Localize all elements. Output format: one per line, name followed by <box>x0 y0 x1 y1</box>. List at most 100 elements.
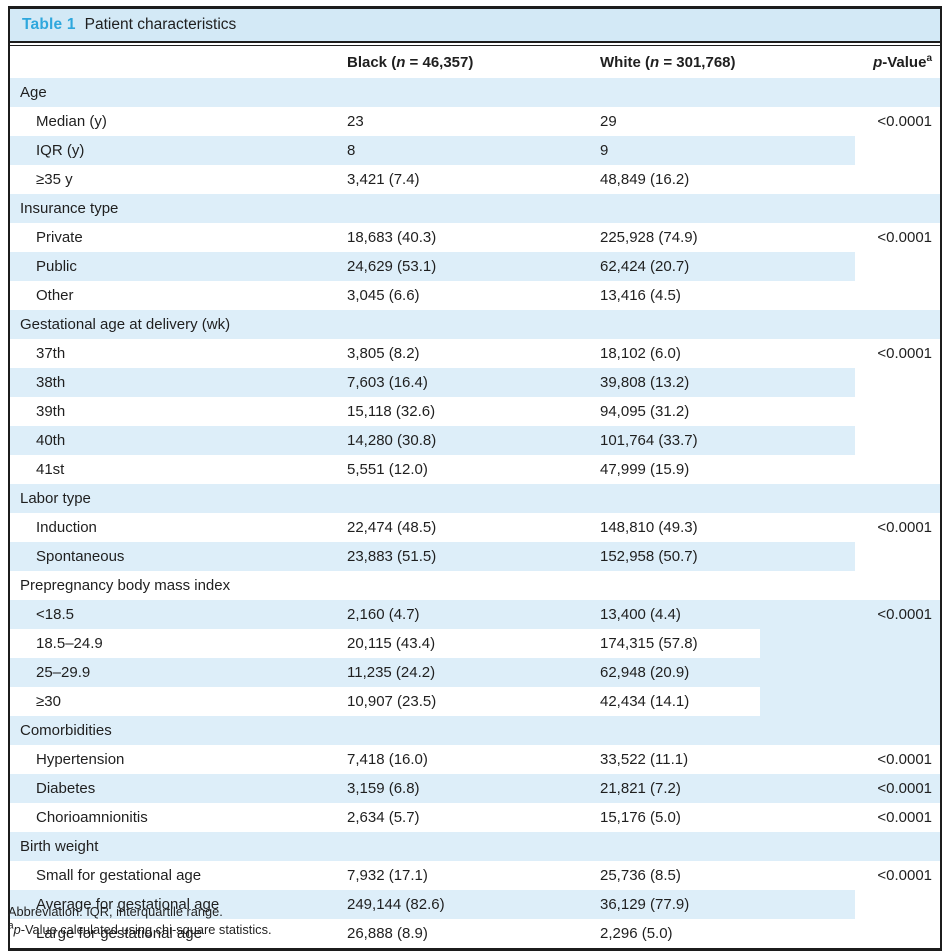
col-header-white: White (n = 301,768) <box>600 54 855 71</box>
footnote-pvalue-text: -Value calculated using chi-square stati… <box>20 922 272 937</box>
black-value: 24,629 (53.1) <box>347 258 437 275</box>
white-value: 47,999 (15.9) <box>600 461 690 478</box>
white-value: 15,176 (5.0) <box>600 809 681 826</box>
footnote-pvalue: ap-Value calculated using chi-square sta… <box>8 921 708 939</box>
white-value: 148,810 (49.3) <box>600 519 698 536</box>
white-value: 225,928 (74.9) <box>600 229 698 246</box>
section-header-label: Birth weight <box>20 838 99 855</box>
white-value: 152,958 (50.7) <box>600 548 698 565</box>
data-row: Small for gestational age 7,932 (17.1) 25,… <box>10 861 940 890</box>
white-value: 13,400 (4.4) <box>600 606 681 623</box>
row-label: ≥30 <box>36 693 61 710</box>
section-header-label: Comorbidities <box>20 722 112 739</box>
row-label: IQR (y) <box>36 142 85 159</box>
white-value: 42,434 (14.1) <box>600 693 690 710</box>
row-label: 25–29.9 <box>36 664 91 681</box>
data-row: Induction 22,474 (48.5) 148,810 (49.3) <0.0… <box>10 513 940 542</box>
p-symbol: p <box>873 53 883 71</box>
section-header-row: Gestational age at delivery (wk) <box>10 310 940 339</box>
black-value: 7,603 (16.4) <box>347 374 428 391</box>
table-body: Age Median (y) 23 29 <0.0001 IQR (y) 8 9 ≥35 y 3,… <box>10 78 940 948</box>
black-value: 10,907 (23.5) <box>347 693 437 710</box>
table-footnotes: Abbreviation: IQR, interquartile range. … <box>8 903 708 939</box>
p-value: <0.0001 <box>877 519 932 536</box>
white-n-count: 301,768 <box>676 53 731 71</box>
row-label: ≥35 y <box>36 171 73 188</box>
section-header-label: Prepregnancy body mass index <box>20 577 231 594</box>
p-value: <0.0001 <box>877 809 932 826</box>
p-value: <0.0001 <box>877 229 932 246</box>
white-value: 33,522 (11.1) <box>600 751 689 768</box>
black-value: 26,888 (8.9) <box>347 925 428 942</box>
row-label: Private <box>36 229 83 246</box>
table-title-banner: Table 1 Patient characteristics <box>10 9 940 43</box>
white-value: 9 <box>600 142 609 159</box>
pvalue-footnote-marker: a <box>926 53 932 64</box>
black-value: 20,115 (43.4) <box>347 635 436 652</box>
data-row: Median (y) 23 29 <0.0001 <box>10 107 940 136</box>
row-label: 38th <box>36 374 66 391</box>
pvalue-label: -Value <box>882 53 927 71</box>
section-header-label: Gestational age at delivery (wk) <box>20 316 231 333</box>
row-label: Small for gestational age <box>36 867 202 884</box>
equals-sign: = <box>659 53 677 71</box>
white-value: 2,296 (5.0) <box>600 925 673 942</box>
row-label: Public <box>36 258 77 275</box>
n-symbol: n <box>650 53 660 71</box>
section-header-row: Prepregnancy body mass index <box>10 571 940 600</box>
p-value: <0.0001 <box>877 113 932 130</box>
paren-open: ( <box>640 53 650 71</box>
row-label: Median (y) <box>36 113 107 130</box>
black-value: 3,159 (6.8) <box>347 780 420 797</box>
black-value: 8 <box>347 142 356 159</box>
black-value: 18,683 (40.3) <box>347 229 437 246</box>
white-value: 21,821 (7.2) <box>600 780 681 797</box>
col-header-pvalue: p-Valuea <box>855 54 940 71</box>
white-value: 39,808 (13.2) <box>600 374 690 391</box>
table-number: Table 1 <box>22 16 76 33</box>
black-value: 3,421 (7.4) <box>347 171 420 188</box>
row-label: Average for gestational age <box>36 896 220 913</box>
white-value: 48,849 (16.2) <box>600 171 690 188</box>
n-symbol: n <box>396 53 406 71</box>
black-value: 7,932 (17.1) <box>347 867 428 884</box>
equals-sign: = <box>405 53 423 71</box>
column-header-row: Black (n = 46,357) White (n = 301,768) p… <box>10 46 940 78</box>
section-header-row: Age <box>10 78 940 107</box>
data-row: 38th 7,603 (16.4) 39,808 (13.2) <box>10 368 940 397</box>
data-row: Diabetes 3,159 (6.8) 21,821 (7.2) <0.0001 <box>10 774 940 803</box>
data-row: 18.5–24.9 20,115 (43.4) 174,315 (57.8) <box>10 629 940 658</box>
banner-divider-gap <box>10 43 940 45</box>
white-value: 62,948 (20.9) <box>600 664 690 681</box>
black-value: 11,235 (24.2) <box>347 664 436 681</box>
section-header-label: Labor type <box>20 490 91 507</box>
row-label: 37th <box>36 345 66 362</box>
row-label: Diabetes <box>36 780 96 797</box>
data-row: 37th 3,805 (8.2) 18,102 (6.0) <0.0001 <box>10 339 940 368</box>
row-label: <18.5 <box>36 606 74 623</box>
data-row: 39th 15,118 (32.6) 94,095 (31.2) <box>10 397 940 426</box>
data-row: Chorioamnionitis 2,634 (5.7) 15,176 (5.0) <… <box>10 803 940 832</box>
white-value: 36,129 (77.9) <box>600 896 690 913</box>
section-header-label: Insurance type <box>20 200 119 217</box>
black-value: 3,805 (8.2) <box>347 345 420 362</box>
data-row: <18.5 2,160 (4.7) 13,400 (4.4) <0.0001 <box>10 600 940 629</box>
data-row: ≥30 10,907 (23.5) 42,434 (14.1) <box>10 687 940 716</box>
col-header-black-name: Black <box>347 53 388 71</box>
data-row: IQR (y) 8 9 <box>10 136 940 165</box>
white-value: 25,736 (8.5) <box>600 867 681 884</box>
col-header-white-name: White <box>600 53 641 71</box>
row-label: Induction <box>36 519 97 536</box>
row-label: 41st <box>36 461 65 478</box>
white-value: 174,315 (57.8) <box>600 635 698 652</box>
white-value: 29 <box>600 113 617 130</box>
data-row: Hypertension 7,418 (16.0) 33,522 (11.1) <0.… <box>10 745 940 774</box>
row-label: 39th <box>36 403 66 420</box>
patient-characteristics-table: Table 1 Patient characteristics Black (n… <box>8 6 942 951</box>
section-header-label: Age <box>20 84 47 101</box>
section-header-row: Birth weight <box>10 832 940 861</box>
row-label: 18.5–24.9 <box>36 635 103 652</box>
black-value: 3,045 (6.6) <box>347 287 420 304</box>
black-value: 23,883 (51.5) <box>347 548 437 565</box>
p-value: <0.0001 <box>877 780 932 797</box>
